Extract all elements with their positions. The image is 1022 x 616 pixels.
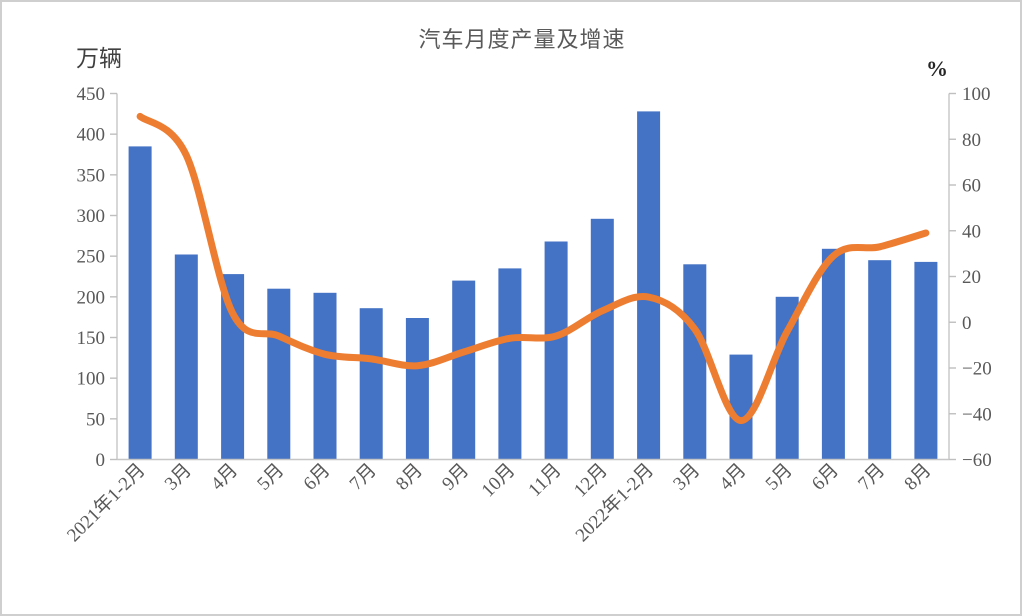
right-tick-label: 0 (962, 313, 972, 334)
x-axis-label: 7月 (346, 460, 381, 495)
left-tick-label: 250 (77, 247, 106, 268)
right-tick-label: 80 (962, 130, 981, 151)
right-tick-label: 60 (962, 176, 981, 197)
production-bar (729, 354, 753, 460)
x-axis-label: 6月 (300, 460, 335, 495)
production-bar (267, 288, 291, 460)
x-axis-label: 6月 (808, 460, 843, 495)
production-bar (359, 308, 383, 460)
left-axis-ticks: 450 400 350 300 250 200 150 100 50 0 (77, 84, 117, 471)
production-bar (128, 146, 152, 460)
line-layer (136, 112, 930, 425)
production-bar (683, 264, 707, 460)
x-axis-label: 5月 (253, 460, 288, 495)
production-bar (174, 254, 198, 460)
x-axis-label: 5月 (762, 460, 797, 495)
right-axis-unit-label: % (926, 56, 948, 81)
left-tick-label: 200 (77, 287, 106, 308)
x-axis-label: 3月 (161, 460, 196, 495)
bars-layer (128, 111, 938, 460)
production-bar (544, 241, 568, 460)
left-axis-unit-label: 万辆 (76, 46, 122, 71)
x-axis-label: 12月 (570, 460, 612, 502)
production-bar (914, 261, 938, 460)
left-tick-label: 300 (77, 206, 106, 227)
chart-title: 汽车月度产量及增速 (418, 27, 625, 52)
x-axis-label: 8月 (392, 460, 427, 495)
x-axis-label: 4月 (207, 460, 242, 495)
production-bar (313, 292, 337, 460)
x-axis-label: 11月 (524, 460, 565, 501)
x-axis-label: 4月 (716, 460, 751, 495)
left-tick-label: 450 (77, 84, 106, 105)
production-bar (821, 248, 845, 460)
x-axis-labels: 2021年1-2月 3月 4月 5月 6月 7月 8月 9月 10月 11月 12月2022年1-2… (62, 459, 935, 546)
right-tick-label: −20 (962, 359, 992, 380)
right-tick-label: 40 (962, 221, 981, 242)
x-axis-label: 3月 (669, 460, 704, 495)
left-tick-label: 400 (77, 125, 106, 146)
left-tick-label: 50 (86, 409, 105, 430)
right-tick-label: 100 (962, 84, 991, 105)
production-bar (452, 280, 476, 460)
production-bar (868, 260, 892, 460)
right-tick-label: −40 (962, 404, 992, 425)
x-axis-label: 10月 (478, 460, 520, 502)
x-axis-label: 8月 (900, 460, 935, 495)
x-axis-label: 2021年1-2月 (62, 459, 149, 546)
production-bar (637, 111, 661, 460)
production-bar (590, 218, 614, 460)
production-bar (498, 268, 522, 460)
x-axis-label: 9月 (438, 460, 473, 495)
x-axis-label: 7月 (854, 460, 889, 495)
left-tick-label: 0 (96, 450, 106, 471)
growth-rate-line (136, 112, 930, 425)
left-tick-label: 350 (77, 165, 106, 186)
right-tick-label: −60 (962, 450, 992, 471)
right-axis-ticks: 100 80 60 40 20 0 −20 −40 −60 (949, 84, 992, 471)
left-tick-label: 100 (77, 369, 106, 390)
left-tick-label: 150 (77, 328, 106, 349)
production-bar (405, 318, 429, 460)
right-tick-label: 20 (962, 267, 981, 288)
